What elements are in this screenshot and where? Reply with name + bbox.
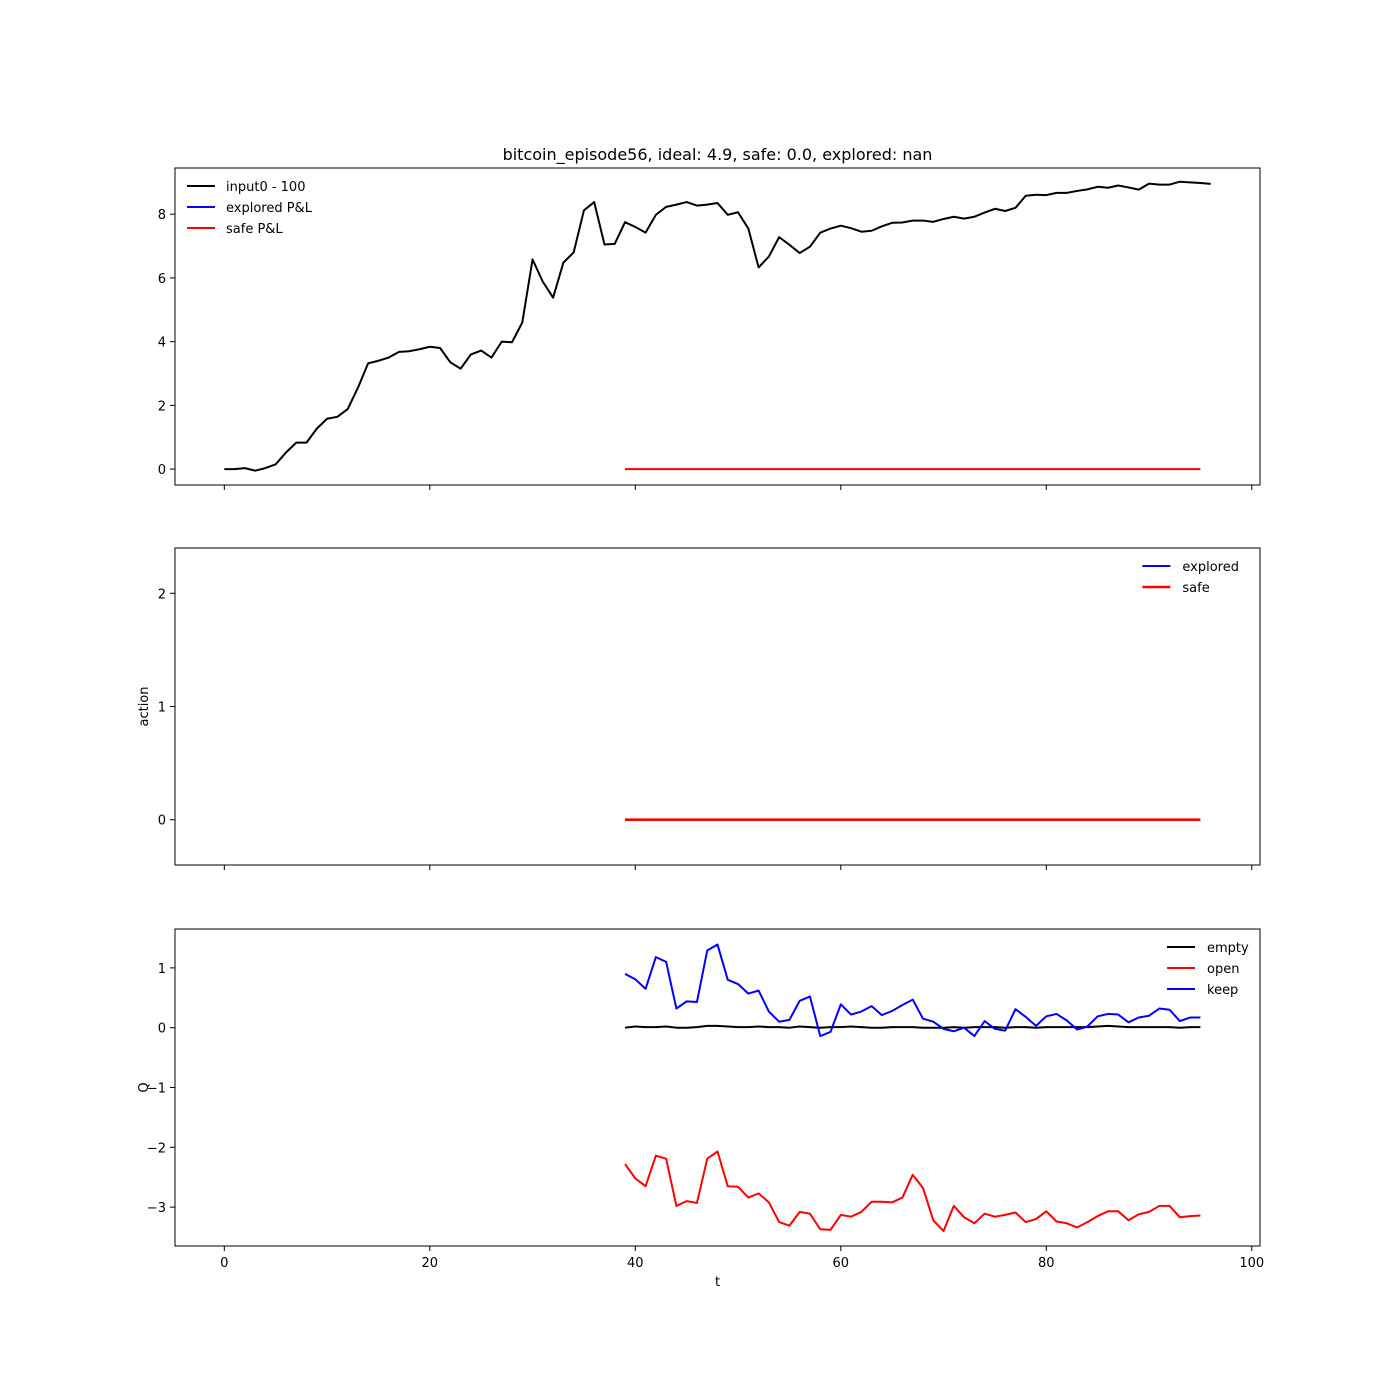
series-line-input0-100 <box>224 180 1211 472</box>
y-tick-label: 0 <box>158 1022 166 1037</box>
legend-label: safe P&L <box>226 222 283 237</box>
x-axis-label: t <box>715 1275 720 1290</box>
y-tick-label: 8 <box>158 208 166 223</box>
legend-label: input0 - 100 <box>226 180 305 195</box>
y-axis-label: Q <box>137 1082 152 1092</box>
legend-label: explored P&L <box>226 201 313 216</box>
panel-2: 0 1 2 action explored safe <box>137 547 1261 870</box>
x-tick-label: 60 <box>833 1256 850 1271</box>
x-tick-label: 40 <box>627 1256 644 1271</box>
y-tick-label: 0 <box>158 463 166 478</box>
y-tick-label: 0 <box>158 814 166 829</box>
series-line-keep <box>624 943 1201 1038</box>
y-axis-label: action <box>137 686 152 726</box>
legend: empty open keep <box>1167 941 1249 998</box>
y-tick-label: 2 <box>158 399 166 414</box>
y-tick-label: −1 <box>147 1082 166 1097</box>
chart-title: bitcoin_episode56, ideal: 4.9, safe: 0.0… <box>503 145 933 165</box>
legend: explored safe <box>1142 560 1239 596</box>
legend-label: open <box>1207 962 1239 977</box>
x-tick-label: 80 <box>1038 1256 1055 1271</box>
y-tick-label: 1 <box>158 962 166 977</box>
axes-frame <box>174 167 1261 486</box>
x-tick-label: 0 <box>220 1256 228 1271</box>
series-line-empty <box>624 1024 1201 1029</box>
legend-label: explored <box>1182 560 1239 575</box>
y-tick-label: 4 <box>158 336 166 351</box>
legend-label: keep <box>1207 983 1238 998</box>
x-tick-label: 100 <box>1239 1256 1264 1271</box>
legend-label: empty <box>1207 941 1249 956</box>
y-tick-label: −3 <box>147 1201 166 1216</box>
panel-1: 0 2 4 6 8 input0 - 100 explored P&L safe P&L <box>158 167 1261 490</box>
y-tick-label: 6 <box>158 272 166 287</box>
series-line-open <box>624 1150 1201 1233</box>
x-tick-label: 20 <box>422 1256 439 1271</box>
y-tick-label: 1 <box>158 701 166 716</box>
y-tick-label: −2 <box>147 1141 166 1156</box>
panel-3: 0 20 40 60 80 100 −3 −2 −1 0 1 Qt empty open keep <box>137 928 1264 1290</box>
y-tick-label: 2 <box>158 587 166 602</box>
legend: input0 - 100 explored P&L safe P&L <box>187 180 313 237</box>
legend-label: safe <box>1182 581 1209 596</box>
